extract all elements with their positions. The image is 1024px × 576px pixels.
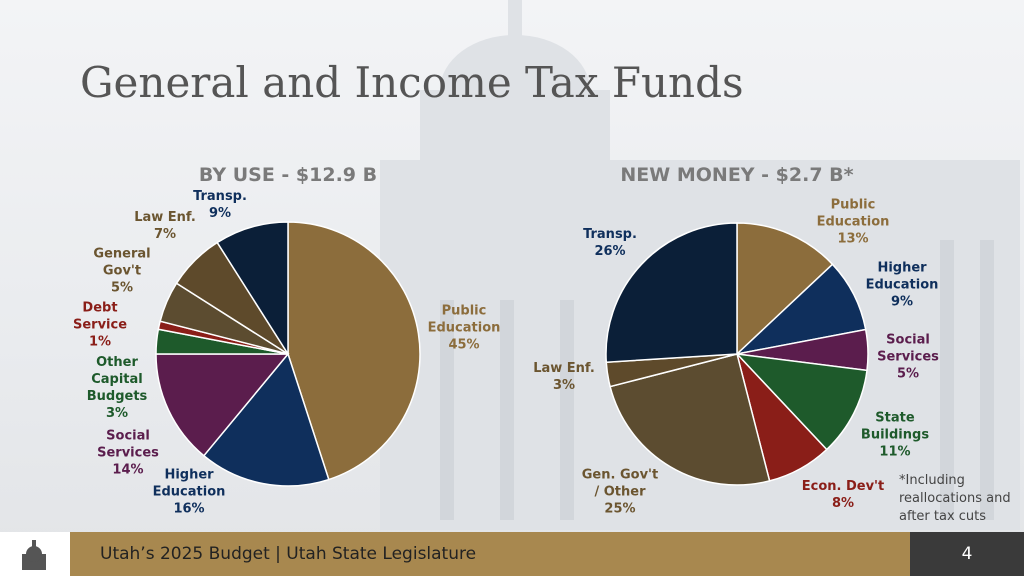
value-label: 5% — [896, 366, 920, 382]
category-label: General Gov't — [93, 246, 151, 279]
category-label: Econ. Dev't — [801, 479, 885, 494]
slice-label: General Gov't 5% — [93, 246, 150, 297]
pie-slice — [202, 352, 330, 487]
page-number: 4 — [961, 544, 973, 564]
pie-slice — [287, 221, 421, 481]
category-label: Transp. — [583, 227, 637, 242]
slice-label: Public Education 13% — [817, 197, 890, 248]
pie-slice — [609, 353, 771, 486]
value-label: 9% — [208, 206, 232, 221]
chart-title: BY USE - $12.9 B — [198, 164, 378, 186]
pie-slice — [735, 352, 868, 451]
page-number-box: 4 — [910, 532, 1024, 576]
value-label: 1% — [88, 334, 112, 350]
slide-title: General and Income Tax Funds — [80, 58, 744, 107]
pie-slice — [155, 353, 290, 457]
slice-label: Law Enf. 7% — [134, 209, 196, 243]
category-label: State Buildings — [860, 410, 930, 443]
value-label: 45% — [448, 337, 480, 353]
footer-bar: Utah’s 2025 Budget | Utah State Legislat… — [70, 532, 910, 576]
slice-label: Econ. Dev't 8% — [802, 478, 885, 512]
category-label: Higher Education — [865, 260, 939, 293]
slice-label: Transp. 26% — [583, 226, 637, 260]
value-label: 3% — [105, 406, 129, 421]
slice-label: Other Capital Budgets 3% — [87, 354, 148, 422]
slice-label: Gen. Gov't / Other 25% — [582, 467, 658, 518]
slice-label: Social Services 5% — [877, 332, 939, 383]
chart-title: NEW MONEY - $2.7 B* — [620, 164, 854, 186]
slice-label: Social Services 14% — [97, 428, 159, 479]
pie-slice — [216, 221, 289, 357]
category-label: Law Enf. — [533, 361, 595, 376]
category-label: Other Capital Budgets — [86, 355, 148, 404]
footnote: *Including reallocations and after tax c… — [899, 473, 1011, 524]
category-label: Social Services — [97, 428, 159, 461]
category-label: Social Services — [877, 332, 939, 365]
value-label: 9% — [890, 294, 914, 310]
category-label: Transp. — [193, 189, 247, 204]
footer-text: Utah’s 2025 Budget | Utah State Legislat… — [100, 544, 477, 564]
value-label: 26% — [594, 244, 626, 259]
slice-label: State Buildings 11% — [861, 410, 929, 461]
value-label: 11% — [879, 444, 911, 460]
slice-label: Higher Education 9% — [866, 260, 939, 311]
category-label: Public Education — [816, 197, 890, 230]
columns — [440, 240, 994, 520]
value-label: 8% — [831, 496, 855, 511]
category-label: Higher Education — [152, 467, 226, 500]
slice-label: Transp. 9% — [193, 188, 247, 222]
category-label: Law Enf. — [134, 210, 196, 225]
slice-label: Public Education 45% — [428, 303, 501, 354]
slice-label: Debt Service 1% — [73, 300, 127, 351]
pie-slice — [736, 222, 834, 356]
pie-slice — [605, 222, 738, 364]
value-label: 16% — [173, 501, 205, 517]
logo — [22, 540, 46, 570]
slice-label: Higher Education 16% — [153, 467, 226, 518]
category-label: Public Education — [427, 303, 501, 336]
value-label: 14% — [112, 462, 144, 478]
value-label: 5% — [110, 280, 134, 296]
value-label: 3% — [552, 378, 576, 393]
category-label: Gen. Gov't / Other — [581, 467, 659, 500]
slice-label: Law Enf. 3% — [533, 360, 595, 394]
value-label: 25% — [604, 501, 636, 517]
value-label: 13% — [837, 231, 869, 247]
value-label: 7% — [153, 227, 177, 242]
category-label: Debt Service — [72, 300, 128, 333]
logo-box — [0, 532, 70, 576]
